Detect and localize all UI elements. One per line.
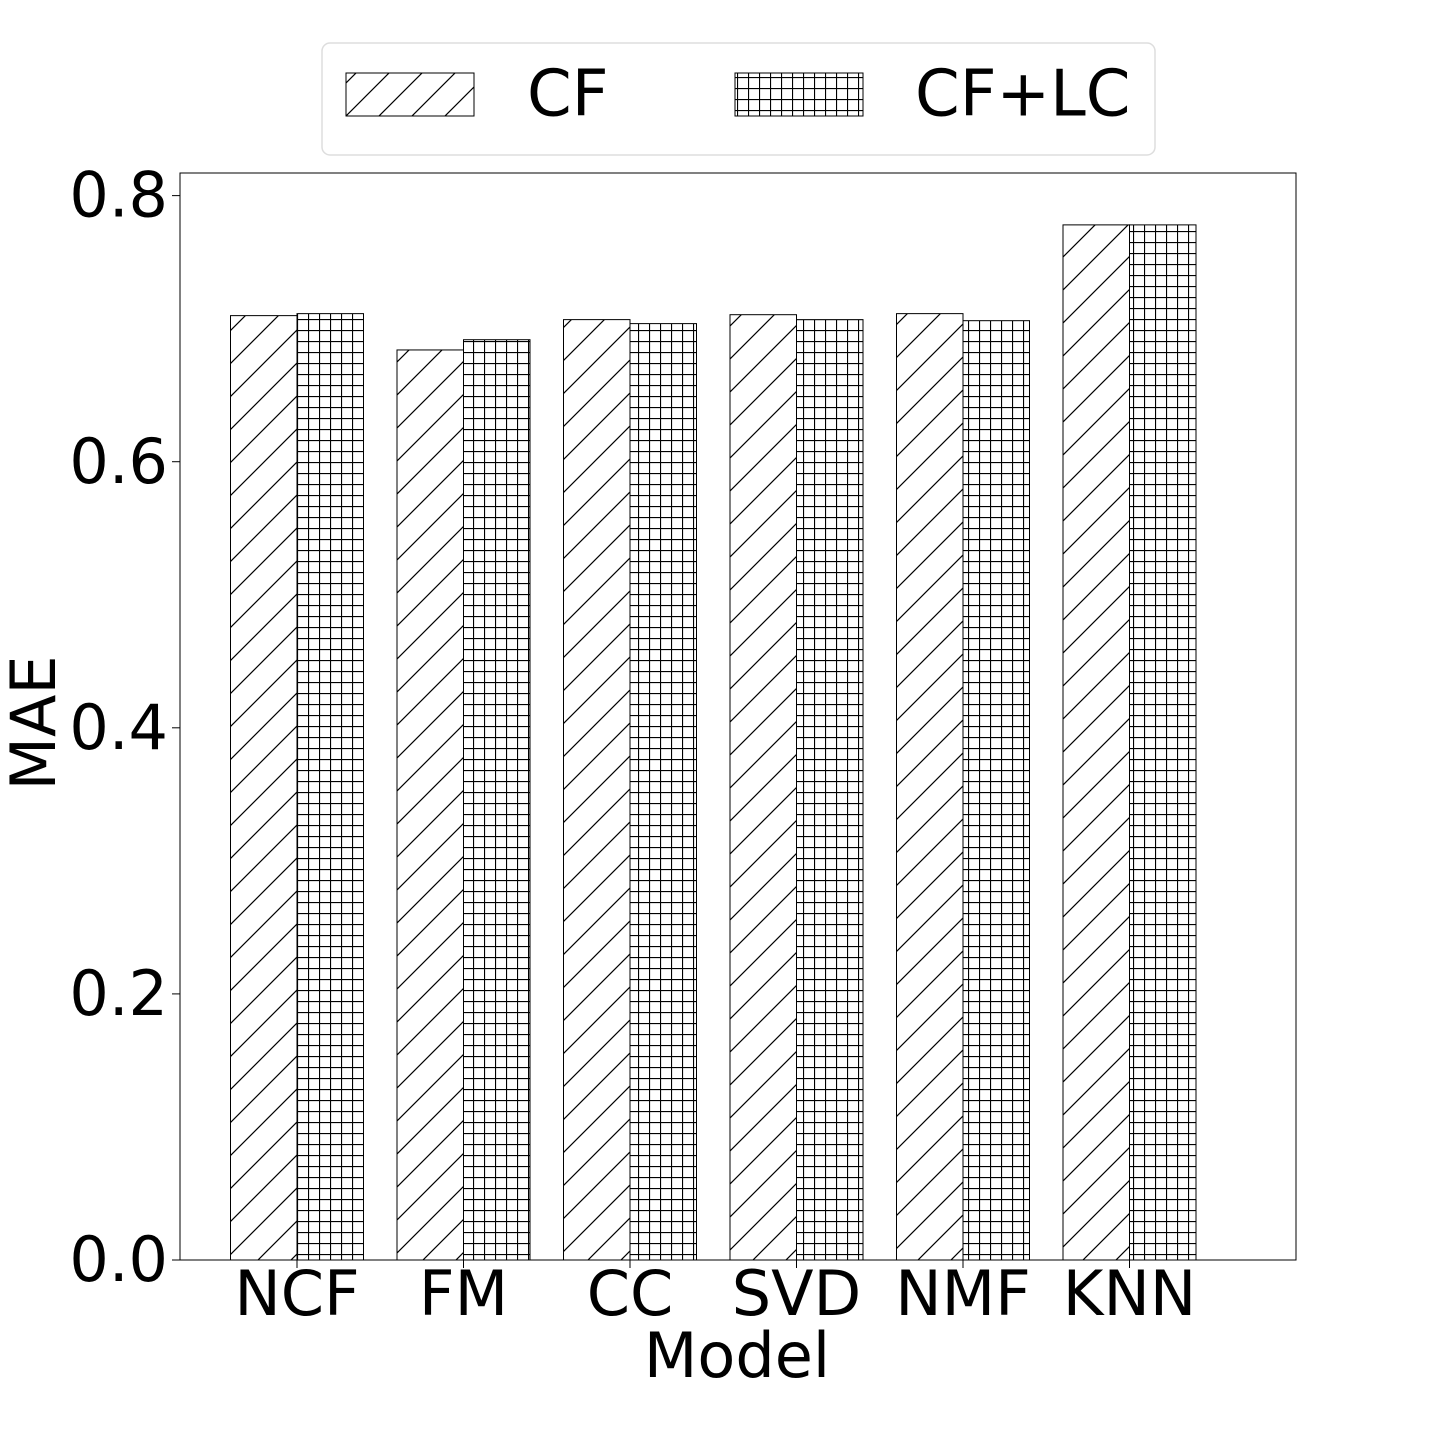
bar [463,339,531,1261]
legend-swatch [734,72,864,117]
plot-frame [179,172,1297,1261]
legend-label: CF+LC [915,58,1130,132]
y-tick-label: 0.0 [69,1223,168,1296]
bar [296,313,364,1261]
x-tick-label: KNN [1063,1257,1196,1330]
x-tick-label: NCF [234,1257,359,1330]
legend-swatch [345,72,475,117]
bar [796,319,864,1261]
bar [629,323,697,1261]
bar [396,349,464,1261]
y-tick-label: 0.2 [69,957,168,1030]
y-tick-label: 0.4 [69,691,168,764]
y-tick-label: 0.6 [69,425,168,498]
bar [230,315,298,1261]
bar [1129,224,1197,1261]
bar [1062,224,1130,1261]
bar [962,320,1030,1261]
x-tick-label: CC [587,1257,674,1330]
x-tick-label: FM [419,1257,508,1330]
bar [729,314,797,1261]
legend-label: CF [527,58,609,132]
x-tick-label: NMF [895,1257,1031,1330]
bar [563,319,631,1261]
bar [896,313,964,1261]
x-axis-label: Model [644,1319,830,1392]
y-tick-label: 0.8 [69,159,168,232]
x-tick-label: SVD [732,1257,862,1330]
y-axis-label: MAE [0,655,70,790]
